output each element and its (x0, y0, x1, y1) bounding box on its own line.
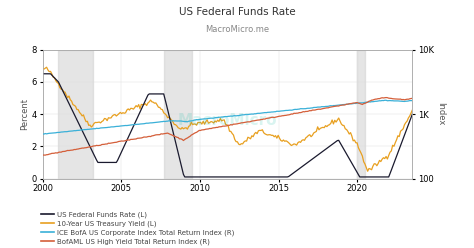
Y-axis label: Percent: Percent (20, 98, 29, 130)
Y-axis label: Index: Index (436, 102, 445, 126)
Bar (58, 50, 93, 179)
Bar (357, 50, 365, 179)
Text: MacroMicro.me: MacroMicro.me (205, 25, 269, 34)
Bar (164, 50, 192, 179)
Text: US Federal Funds Rate: US Federal Funds Rate (179, 7, 295, 17)
Text: MacroMicro: MacroMicro (178, 113, 277, 128)
Legend: US Federal Funds Rate (L), 10-Year US Treasury Yield (L), ICE BofA US Corporate : US Federal Funds Rate (L), 10-Year US Tr… (41, 211, 235, 245)
